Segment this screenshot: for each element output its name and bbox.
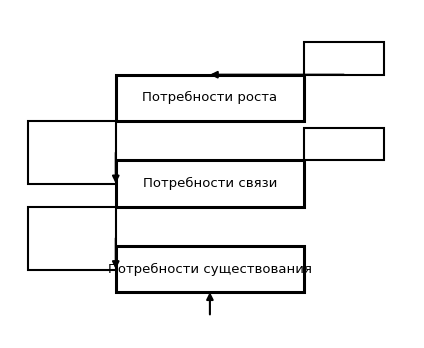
Bar	[116, 246, 304, 292]
Text: Потребности роста: Потребности роста	[142, 91, 277, 104]
Text: Потребности связи: Потребности связи	[143, 177, 277, 190]
Bar	[116, 75, 304, 121]
Text: Потребности существования: Потребности существования	[108, 262, 312, 276]
Bar	[28, 206, 116, 270]
Bar	[28, 121, 116, 184]
Bar	[304, 42, 384, 75]
Bar	[116, 160, 304, 206]
Bar	[304, 128, 384, 160]
